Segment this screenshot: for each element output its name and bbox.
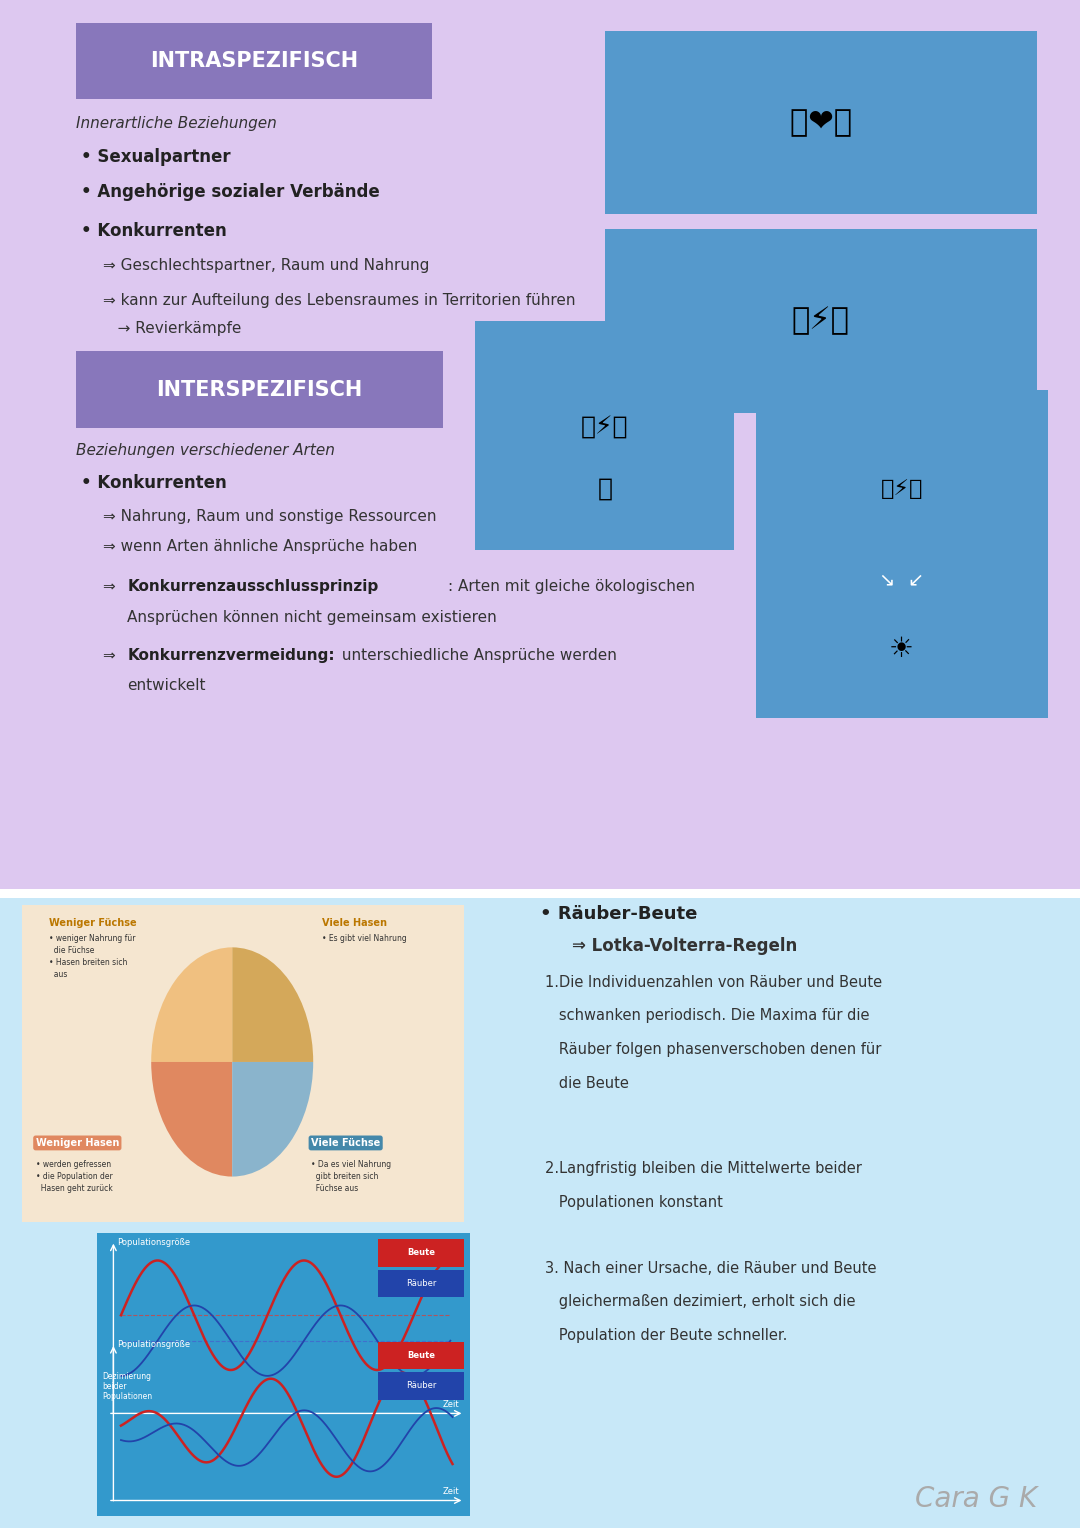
Text: • Angehörige sozialer Verbände: • Angehörige sozialer Verbände [81, 183, 380, 202]
Text: → Revierkämpfe: → Revierkämpfe [103, 321, 241, 336]
Text: die Beute: die Beute [545, 1076, 630, 1091]
Text: Population der Beute schneller.: Population der Beute schneller. [545, 1328, 787, 1343]
FancyBboxPatch shape [22, 905, 464, 1222]
Text: ⇒: ⇒ [103, 648, 120, 663]
Text: • weniger Nahrung für: • weniger Nahrung für [49, 934, 135, 943]
Text: Viele Füchse: Viele Füchse [311, 1138, 380, 1148]
Text: 1.Die Individuenzahlen von Räuber und Beute: 1.Die Individuenzahlen von Räuber und Be… [545, 975, 882, 990]
Wedge shape [232, 1062, 313, 1177]
FancyBboxPatch shape [378, 1270, 464, 1297]
Text: • die Population der: • die Population der [36, 1172, 112, 1181]
FancyBboxPatch shape [97, 1233, 470, 1429]
Text: gibt breiten sich: gibt breiten sich [311, 1172, 378, 1181]
Text: ⇒ Nahrung, Raum und sonstige Ressourcen: ⇒ Nahrung, Raum und sonstige Ressourcen [103, 509, 436, 524]
Text: • Konkurrenten: • Konkurrenten [81, 474, 227, 492]
FancyBboxPatch shape [0, 894, 1080, 1528]
Text: Innerartliche Beziehungen: Innerartliche Beziehungen [76, 116, 276, 131]
FancyBboxPatch shape [605, 229, 1037, 413]
Text: Räuber: Räuber [406, 1381, 436, 1390]
Text: • Räuber-Beute: • Räuber-Beute [540, 905, 698, 923]
Text: ⇒ wenn Arten ähnliche Ansprüche haben: ⇒ wenn Arten ähnliche Ansprüche haben [103, 539, 417, 555]
Text: Füchse aus: Füchse aus [311, 1184, 359, 1193]
Text: 🐀: 🐀 [597, 477, 612, 501]
Text: Beziehungen verschiedener Arten: Beziehungen verschiedener Arten [76, 443, 335, 458]
FancyBboxPatch shape [605, 31, 1037, 214]
FancyBboxPatch shape [97, 1335, 470, 1516]
Text: Populationsgröße: Populationsgröße [117, 1340, 190, 1349]
Text: Beute: Beute [407, 1351, 435, 1360]
Text: • Sexualpartner: • Sexualpartner [81, 148, 231, 167]
Text: ⇒: ⇒ [103, 579, 120, 594]
Text: Populationsgröße: Populationsgröße [117, 1238, 190, 1247]
Text: 🐺❤️🐺: 🐺❤️🐺 [789, 108, 852, 136]
Text: INTRASPEZIFISCH: INTRASPEZIFISCH [150, 50, 357, 72]
Text: : Arten mit gleiche ökologischen: : Arten mit gleiche ökologischen [448, 579, 696, 594]
Text: Zeit: Zeit [443, 1487, 459, 1496]
Text: Cara G K: Cara G K [915, 1485, 1037, 1513]
FancyBboxPatch shape [378, 1342, 464, 1369]
FancyBboxPatch shape [378, 1239, 464, 1267]
Text: Populationen konstant: Populationen konstant [545, 1195, 724, 1210]
Text: 3. Nach einer Ursache, die Räuber und Beute: 3. Nach einer Ursache, die Räuber und Be… [545, 1261, 877, 1276]
FancyBboxPatch shape [76, 351, 443, 428]
Text: 🌲⚡🌲: 🌲⚡🌲 [880, 478, 923, 500]
Text: entwickelt: entwickelt [127, 678, 206, 694]
Text: aus: aus [49, 970, 67, 979]
Text: Mittelwerte: Mittelwerte [399, 1352, 443, 1361]
Text: 🐺⚡🐺: 🐺⚡🐺 [792, 307, 850, 335]
Text: ⇒ Lotka-Volterra-Regeln: ⇒ Lotka-Volterra-Regeln [572, 937, 798, 955]
FancyBboxPatch shape [0, 0, 1080, 894]
Wedge shape [151, 947, 232, 1062]
Text: ☀️: ☀️ [889, 636, 915, 663]
Text: • Da es viel Nahrung: • Da es viel Nahrung [311, 1160, 391, 1169]
Text: Zeit: Zeit [443, 1400, 459, 1409]
Text: Räuber: Räuber [406, 1279, 436, 1288]
Text: unterschiedliche Ansprüche werden: unterschiedliche Ansprüche werden [337, 648, 617, 663]
Text: • Es gibt viel Nahrung: • Es gibt viel Nahrung [322, 934, 406, 943]
Text: schwanken periodisch. Die Maxima für die: schwanken periodisch. Die Maxima für die [545, 1008, 869, 1024]
FancyBboxPatch shape [378, 1372, 464, 1400]
FancyBboxPatch shape [475, 321, 734, 550]
FancyBboxPatch shape [76, 23, 432, 99]
Text: ⇒ kann zur Aufteilung des Lebensraumes in Territorien führen: ⇒ kann zur Aufteilung des Lebensraumes i… [103, 293, 576, 309]
Text: gleichermaßen dezimiert, erholt sich die: gleichermaßen dezimiert, erholt sich die [545, 1294, 855, 1309]
Text: Beute: Beute [407, 1248, 435, 1258]
Text: 🐺⚡🦊: 🐺⚡🦊 [581, 416, 629, 440]
Text: Konkurrenzvermeidung:: Konkurrenzvermeidung: [127, 648, 335, 663]
Text: ⇒ Geschlechtspartner, Raum und Nahrung: ⇒ Geschlechtspartner, Raum und Nahrung [103, 258, 429, 274]
Text: INTERSPEZIFISCH: INTERSPEZIFISCH [157, 379, 362, 400]
FancyBboxPatch shape [0, 889, 1080, 898]
Text: 2.Langfristig bleiben die Mittelwerte beider: 2.Langfristig bleiben die Mittelwerte be… [545, 1161, 862, 1177]
Text: Viele Hasen: Viele Hasen [322, 918, 387, 927]
Text: Weniger Hasen: Weniger Hasen [36, 1138, 119, 1148]
FancyBboxPatch shape [97, 1342, 470, 1513]
Text: Ansprüchen können nicht gemeinsam existieren: Ansprüchen können nicht gemeinsam existi… [127, 610, 497, 625]
Text: Räuber folgen phasenverschoben denen für: Räuber folgen phasenverschoben denen für [545, 1042, 881, 1057]
Text: Hasen geht zurück: Hasen geht zurück [36, 1184, 112, 1193]
Text: ↘  ↙: ↘ ↙ [879, 571, 924, 590]
Text: Weniger Füchse: Weniger Füchse [49, 918, 136, 927]
Text: die Füchse: die Füchse [49, 946, 94, 955]
Text: • Konkurrenten: • Konkurrenten [81, 222, 227, 240]
Text: Konkurrenzausschlussprinzip: Konkurrenzausschlussprinzip [127, 579, 379, 594]
Text: • werden gefressen: • werden gefressen [36, 1160, 111, 1169]
Text: Dezimierung
beider
Populationen: Dezimierung beider Populationen [103, 1372, 152, 1401]
Wedge shape [232, 947, 313, 1062]
FancyBboxPatch shape [756, 390, 1048, 718]
Text: • Hasen breiten sich: • Hasen breiten sich [49, 958, 127, 967]
Wedge shape [151, 1062, 232, 1177]
